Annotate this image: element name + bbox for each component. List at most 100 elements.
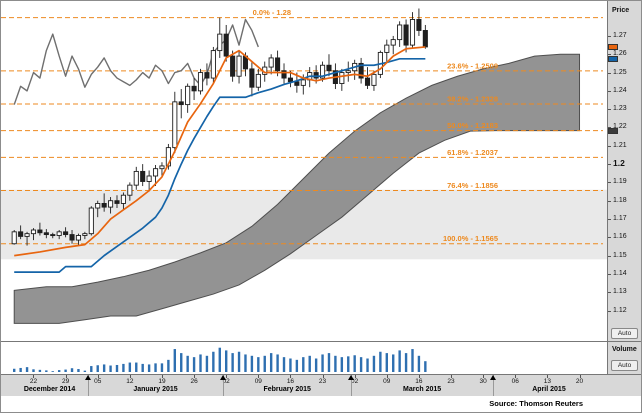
date-tick-label: 20 <box>572 378 588 385</box>
candle-body <box>340 73 344 84</box>
candle-body <box>372 74 376 85</box>
date-tick-label: 06 <box>507 378 523 385</box>
price-tick-label: 1.16 <box>613 233 627 241</box>
chikou-span-line <box>14 19 258 104</box>
volume-bar <box>411 349 413 372</box>
price-tickmark <box>608 182 611 183</box>
candle-body <box>423 30 427 46</box>
fib-label: 76.4% - 1.1856 <box>447 181 498 190</box>
candle-body <box>365 78 369 85</box>
volume-bar <box>392 354 394 372</box>
candle-body <box>179 102 183 105</box>
fib-label: 38.2% - 1.2328 <box>447 95 498 104</box>
volume-bar <box>116 365 118 372</box>
volume-bar <box>231 353 233 372</box>
volume-bar <box>398 350 400 372</box>
price-tick-label: 1.2 <box>613 159 625 167</box>
candle-body <box>108 201 112 207</box>
fib-label: 100.0% - 1.1565 <box>443 234 498 243</box>
volume-bar <box>199 354 201 372</box>
date-tick-label: 12 <box>122 378 138 385</box>
candle-body <box>51 235 55 236</box>
candle-body <box>134 171 138 185</box>
candle-body <box>398 25 402 40</box>
volume-bar <box>135 363 137 372</box>
candle-body <box>141 171 145 181</box>
date-tick-label: 16 <box>411 378 427 385</box>
volume-bar <box>19 368 21 372</box>
price-tickmark <box>608 164 611 165</box>
candle-body <box>64 232 68 235</box>
candle-body <box>385 45 389 52</box>
source-bar: Source: Thomson Reuters <box>1 396 641 412</box>
price-plot[interactable]: 0.0% - 1.2823.6% - 1.250938.2% - 1.23285… <box>1 1 607 341</box>
volume-bar <box>366 359 368 373</box>
candle-body <box>96 203 100 208</box>
volume-bar <box>251 356 253 372</box>
date-axis[interactable]: 222905121926020916230209162330061320Dece… <box>1 374 641 396</box>
price-tick-label: 1.23 <box>613 105 627 113</box>
volume-bar <box>52 371 54 372</box>
candle-body <box>83 234 87 236</box>
chart-window: 0.0% - 1.2823.6% - 1.250938.2% - 1.23285… <box>0 0 642 413</box>
month-marker-triangle-icon <box>490 375 496 380</box>
price-tick-label: 1.27 <box>613 32 627 40</box>
candle-body <box>31 230 35 234</box>
candle-body <box>57 232 61 236</box>
volume-bar <box>334 356 336 372</box>
date-tick-label: 19 <box>154 378 170 385</box>
volume-bar <box>219 348 221 372</box>
candle-body <box>70 235 74 240</box>
source-text: Source: Thomson Reuters <box>489 399 583 408</box>
candle-body <box>153 169 157 176</box>
date-tick-label: 23 <box>443 378 459 385</box>
volume-bar <box>45 370 47 372</box>
candle-body <box>192 86 196 91</box>
candle-body <box>314 73 318 78</box>
volume-bar <box>379 352 381 372</box>
volume-bar <box>141 364 143 372</box>
last-price-marker <box>608 56 618 62</box>
candle-body <box>25 234 29 237</box>
volume-bar <box>13 369 15 372</box>
candle-body <box>269 58 273 67</box>
price-tickmark <box>608 36 611 37</box>
month-label: December 2014 <box>11 386 88 393</box>
volume-bar <box>341 357 343 372</box>
candle-body <box>256 74 260 87</box>
candle-body <box>19 232 23 237</box>
fib-label: 0.0% - 1.28 <box>253 8 291 17</box>
volume-bar <box>212 352 214 372</box>
candle-body <box>12 232 16 244</box>
candle-body <box>417 19 421 30</box>
volume-bar <box>225 350 227 372</box>
volume-bar <box>347 356 349 372</box>
price-tick-label: 1.12 <box>613 307 627 315</box>
volume-bar <box>360 357 362 372</box>
price-tick-label: 1.24 <box>613 87 627 95</box>
price-tick-label: 1.14 <box>613 270 627 278</box>
price-tick-label: 1.25 <box>613 69 627 77</box>
volume-bar <box>64 370 66 372</box>
date-tick-label: 22 <box>25 378 41 385</box>
price-tickmark <box>608 201 611 202</box>
price-axis[interactable]: Price 1.271.261.251.241.231.221.211.21.1… <box>607 1 641 374</box>
price-tickmark <box>608 237 611 238</box>
volume-bar <box>26 367 28 372</box>
price-tick-label: 1.19 <box>613 178 627 186</box>
volume-bar <box>193 357 195 372</box>
price-auto-button[interactable]: Auto <box>611 328 638 339</box>
volume-bar <box>405 353 407 372</box>
volume-pane <box>1 342 607 374</box>
volume-bar <box>238 352 240 372</box>
date-tick-label: 13 <box>539 378 555 385</box>
volume-bar <box>283 357 285 372</box>
candle-body <box>250 69 254 87</box>
volume-bar <box>180 353 182 372</box>
price-tickmark <box>608 91 611 92</box>
candle-body <box>275 58 279 71</box>
date-tick-label: 05 <box>90 378 106 385</box>
candle-body <box>102 203 106 207</box>
volume-auto-button[interactable]: Auto <box>611 360 638 371</box>
volume-plot[interactable] <box>1 342 607 374</box>
